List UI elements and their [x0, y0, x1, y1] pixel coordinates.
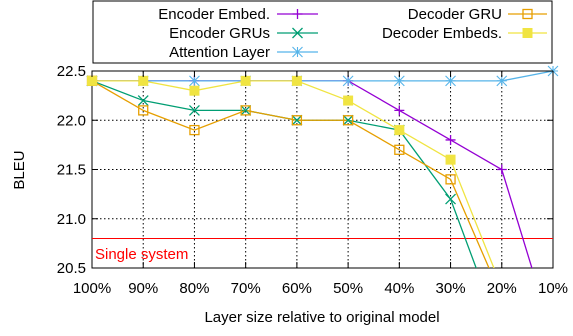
legend-label: Attention Layer [169, 44, 270, 61]
marker-asterisk [189, 75, 200, 87]
series-markers [86, 65, 559, 205]
y-tick-label: 21.0 [57, 211, 86, 228]
marker-asterisk [445, 75, 456, 87]
marker-x [292, 27, 303, 39]
y-tick-label: 22.0 [57, 112, 86, 129]
marker-open-square [138, 105, 149, 116]
y-tick-label: 21.5 [57, 162, 86, 179]
series-lines [92, 71, 553, 268]
marker-filled-square [87, 75, 97, 86]
x-tick-label: 70% [231, 280, 261, 297]
marker-filled-square [240, 75, 251, 86]
x-tick-label: 50% [333, 280, 363, 297]
marker-x [291, 114, 303, 126]
marker-x [137, 95, 149, 107]
marker-plus [445, 134, 456, 145]
marker-plus [394, 105, 405, 116]
x-tick-label: 60% [282, 280, 312, 297]
marker-filled-square [522, 28, 533, 38]
marker-open-square [522, 8, 533, 20]
marker-filled-square [394, 125, 405, 136]
series-line [92, 80, 533, 268]
x-tick-label: 90% [128, 280, 158, 297]
marker-plus [292, 9, 303, 19]
legend-label: Encoder Embed. [158, 6, 270, 23]
marker-filled-square [291, 75, 302, 86]
x-tick-label: 80% [179, 280, 209, 297]
x-tick-label: 10% [538, 280, 568, 297]
marker-plus [496, 164, 507, 175]
marker-open-square [240, 105, 251, 116]
marker-open-square [189, 124, 200, 136]
marker-filled-square [343, 95, 354, 106]
marker-asterisk [342, 75, 354, 87]
y-tick-label: 20.5 [57, 260, 86, 277]
y-axis-label: BLEU [11, 150, 28, 189]
marker-open-square [291, 115, 303, 126]
marker-x [240, 104, 252, 116]
legend-label: Decoder Embeds. [382, 25, 502, 42]
marker-asterisk [393, 75, 405, 87]
marker-open-square [445, 174, 456, 185]
marker-asterisk [292, 46, 303, 58]
legend-label: Encoder GRUs [169, 25, 270, 42]
marker-open-square [394, 144, 405, 155]
marker-filled-square [138, 75, 149, 86]
x-axis-label: Layer size relative to original model [204, 309, 439, 326]
marker-x [188, 104, 200, 116]
x-tick-label: 30% [436, 280, 466, 297]
marker-filled-square [189, 85, 200, 96]
marker-asterisk [496, 75, 508, 87]
x-tick-label: 40% [384, 280, 414, 297]
y-tick-label: 22.5 [57, 63, 86, 80]
x-tick-label: 20% [487, 280, 517, 297]
reference-line-label: Single system [95, 246, 188, 263]
legend-label: Decoder GRU [408, 6, 502, 23]
axis-ticks: 20.5 21.0 21.5 22.0 22.5 100% 90% 80% 70% 60% 50% 4… [57, 63, 568, 297]
marker-x [445, 193, 457, 205]
series-line [92, 71, 553, 82]
legend: Encoder Embed. Encoder GRUs Attention Laye… [158, 6, 547, 61]
legend-box [92, 0, 553, 64]
x-tick-label: 100% [73, 280, 111, 297]
marker-x [342, 114, 354, 126]
marker-filled-square [445, 154, 456, 165]
marker-open-square [342, 115, 354, 126]
